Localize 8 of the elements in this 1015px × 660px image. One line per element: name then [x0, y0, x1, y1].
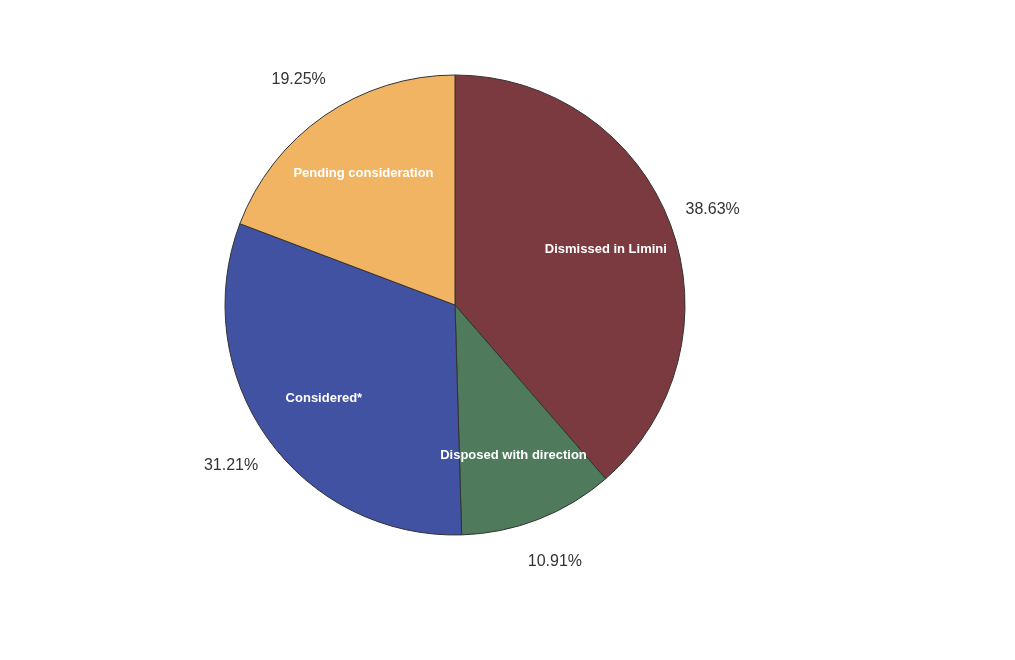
data-label: 38.63% — [685, 199, 740, 217]
slice-label: Pending consideration — [293, 164, 434, 180]
slice-label: Disposed with direction — [440, 447, 587, 463]
slice-label: Dismissed in Limini — [544, 240, 667, 256]
slice-label: Considered* — [285, 390, 364, 406]
data-label: 10.91% — [527, 552, 582, 570]
data-label: 19.25% — [271, 69, 326, 87]
data-label: 31.21% — [203, 455, 259, 473]
